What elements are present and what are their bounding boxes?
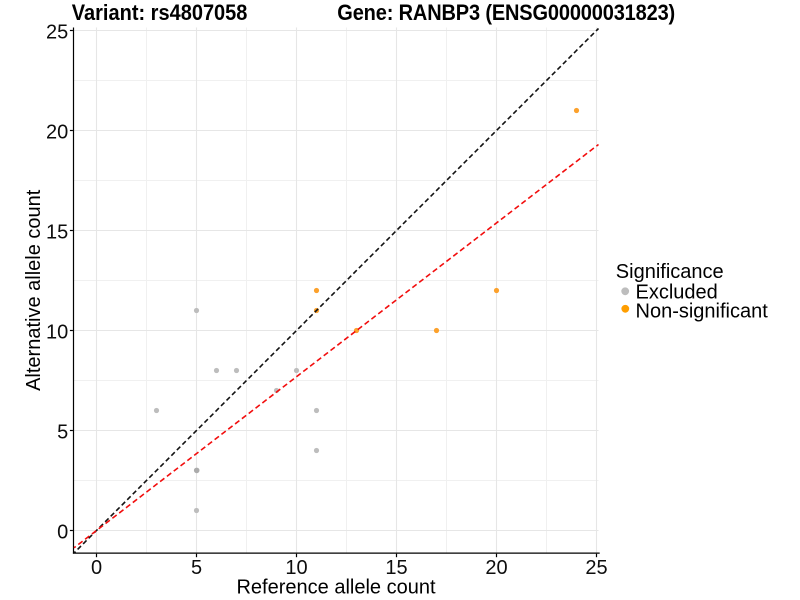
- svg-text:10: 10: [46, 322, 68, 344]
- svg-text:25: 25: [585, 557, 607, 579]
- svg-text:5: 5: [191, 557, 202, 579]
- svg-text:10: 10: [285, 557, 307, 579]
- svg-text:Non-significant: Non-significant: [636, 300, 769, 322]
- svg-text:Gene: RANBP3 (ENSG00000031823): Gene: RANBP3 (ENSG00000031823): [337, 1, 675, 25]
- svg-text:Excluded: Excluded: [636, 281, 718, 303]
- svg-text:20: 20: [485, 557, 507, 579]
- svg-text:Variant: rs4807058: Variant: rs4807058: [72, 1, 248, 25]
- svg-text:Reference allele count: Reference allele count: [236, 577, 435, 599]
- svg-text:0: 0: [91, 557, 102, 579]
- svg-text:15: 15: [46, 222, 68, 244]
- svg-text:Significance: Significance: [616, 261, 724, 283]
- svg-text:20: 20: [46, 122, 68, 144]
- svg-text:Alternative allele count: Alternative allele count: [23, 189, 45, 391]
- svg-text:5: 5: [57, 422, 68, 444]
- svg-text:25: 25: [46, 22, 68, 44]
- svg-text:0: 0: [57, 522, 68, 544]
- svg-text:15: 15: [385, 557, 407, 579]
